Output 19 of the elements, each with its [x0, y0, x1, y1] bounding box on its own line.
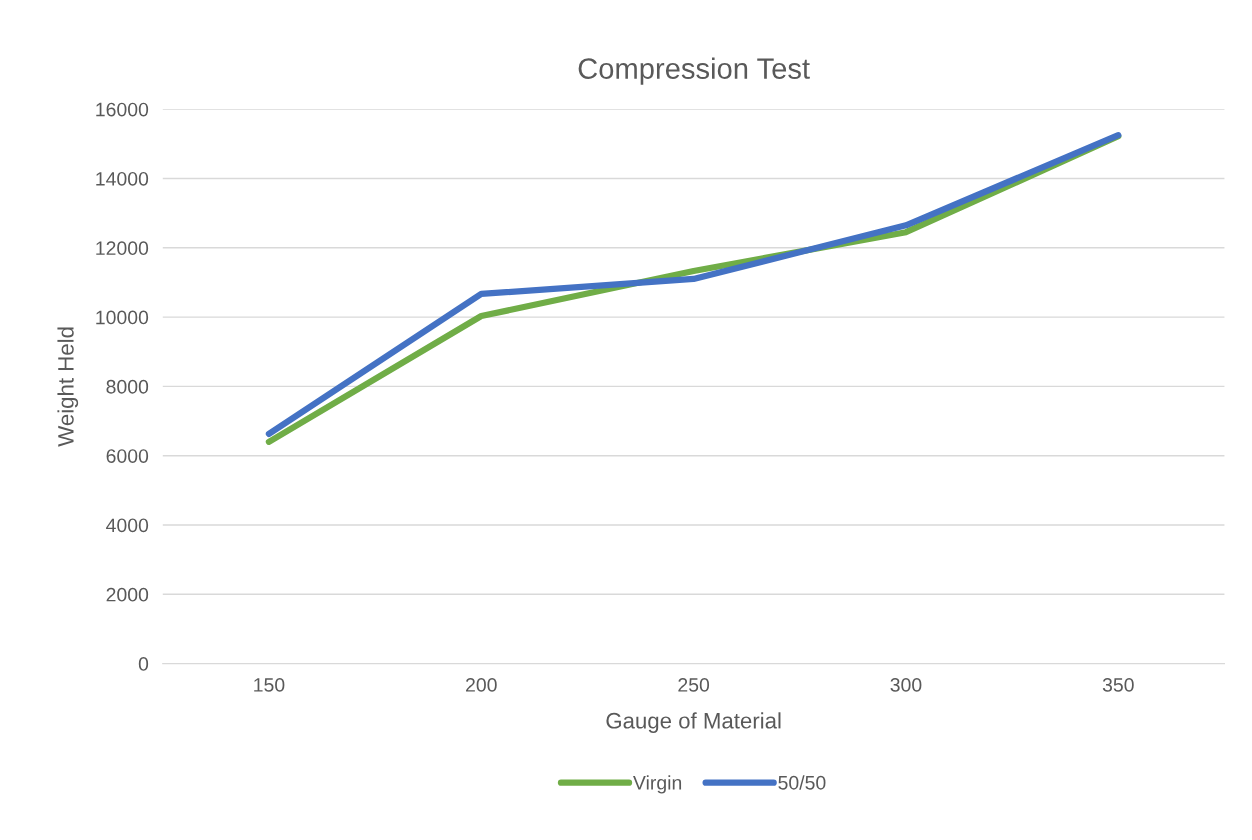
x-tick-label: 150	[254, 678, 285, 692]
x-tick-label: 200	[466, 678, 497, 692]
legend-label: Virgin	[633, 775, 682, 794]
legend-label: 50/50	[778, 775, 826, 790]
y-tick-label: 16000	[96, 102, 149, 117]
x-tick-label: 300	[890, 678, 922, 692]
chart-title: Compression Test	[578, 57, 810, 85]
x-tick-label: 350	[1102, 678, 1134, 692]
y-tick-label: 6000	[106, 449, 149, 463]
y-tick-label: 2000	[106, 587, 149, 602]
y-tick-label: 0	[138, 657, 149, 671]
y-tick-label: 10000	[96, 310, 149, 325]
y-tick-label: 8000	[106, 379, 149, 394]
y-tick-label: 14000	[96, 171, 149, 186]
y-tick-label: 12000	[96, 241, 149, 256]
x-axis-title: Gauge of Material	[606, 712, 781, 733]
x-tick-label: 250	[678, 678, 710, 692]
y-tick-label: 4000	[106, 518, 149, 533]
y-axis-title: Weight Held	[57, 327, 79, 447]
